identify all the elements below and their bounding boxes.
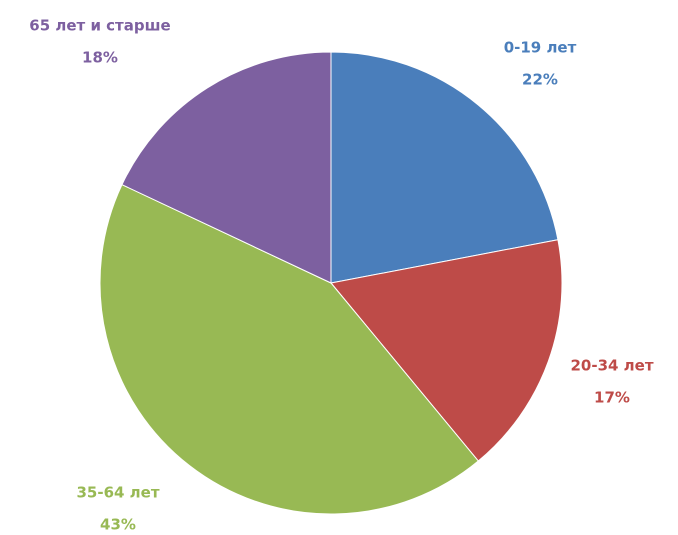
pie-slice — [330, 239, 563, 462]
slice-category-label: 65 лет и старше — [29, 17, 170, 35]
slice-category-label: 35-64 лет — [76, 484, 159, 502]
pie-slice — [99, 183, 479, 515]
slice-value-label: 17% — [594, 389, 630, 407]
pie-slice — [121, 51, 332, 284]
slice-category-label: 20-34 лет — [570, 357, 653, 375]
slice-category-label: 0-19 лет — [504, 39, 577, 57]
slice-value-label: 43% — [100, 516, 136, 532]
pie-slice — [330, 51, 559, 284]
slice-value-label: 18% — [82, 49, 118, 67]
slice-value-label: 22% — [522, 71, 558, 89]
